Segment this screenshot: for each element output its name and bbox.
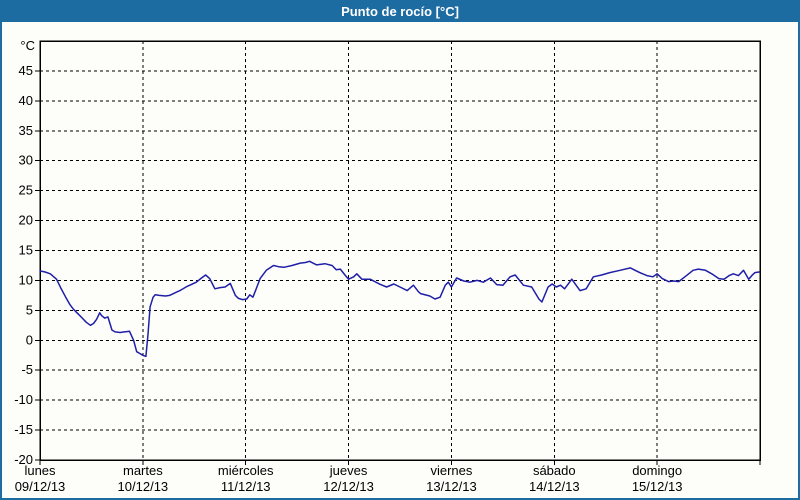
chart-title: Punto de rocío [°C] <box>341 3 459 19</box>
plot-border <box>39 40 761 461</box>
day-date-label: 09/12/13 <box>15 479 66 494</box>
day-name-label: sábado <box>533 463 576 478</box>
day-date-label: 11/12/13 <box>221 479 271 494</box>
y-tick-label: 30 <box>19 153 33 168</box>
y-axis-unit-label: °C <box>20 38 35 53</box>
window-titlebar: Punto de rocío [°C] <box>0 0 800 22</box>
y-tick-label: 45 <box>19 63 33 78</box>
day-name-label: martes <box>123 463 163 478</box>
day-date-label: 14/12/13 <box>529 479 580 494</box>
day-name-label: domingo <box>632 463 682 478</box>
y-tick-label: 5 <box>26 302 33 317</box>
y-tick-label: -5 <box>21 362 33 377</box>
day-name-label: lunes <box>24 463 56 478</box>
day-name-label: viernes <box>430 463 472 478</box>
y-tick-label: 0 <box>26 332 33 347</box>
y-tick-label: 20 <box>19 213 33 228</box>
y-tick-label: 40 <box>19 93 33 108</box>
day-date-label: 13/12/13 <box>426 479 477 494</box>
series-line <box>39 260 760 358</box>
day-date-label: 10/12/13 <box>118 479 169 494</box>
day-name-label: miércoles <box>218 463 274 478</box>
y-tick-label: 25 <box>19 183 33 198</box>
day-name-label: jueves <box>329 463 368 478</box>
y-tick-label: 35 <box>19 123 33 138</box>
day-date-label: 12/12/13 <box>323 479 374 494</box>
y-tick-label: -15 <box>14 422 33 437</box>
y-tick-label: 15 <box>19 243 33 258</box>
y-tick-label: 10 <box>19 272 33 287</box>
y-tick-label: -10 <box>14 392 33 407</box>
day-date-label: 15/12/13 <box>632 479 683 494</box>
y-tick-label: -20 <box>14 452 33 467</box>
